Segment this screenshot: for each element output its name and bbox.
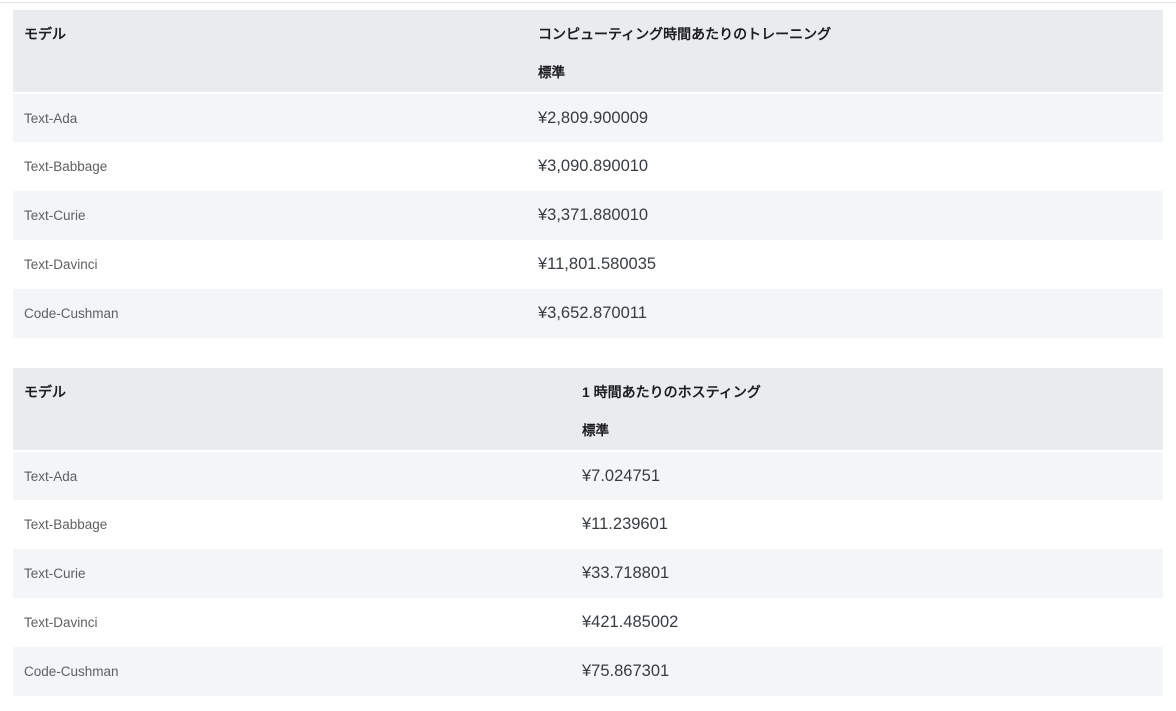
price-cell: ¥33.718801: [571, 549, 1163, 598]
training-table-header: モデル コンピューティング時間あたりのトレーニング 標準: [13, 10, 1163, 94]
table-row: Code-Cushman ¥3,652.870011: [13, 289, 1163, 338]
price-cell: ¥75.867301: [571, 647, 1163, 696]
price-cell: ¥2,809.900009: [527, 93, 1163, 142]
hosting-table-body: Text-Ada ¥7.024751 Text-Babbage ¥11.239601 T…: [13, 451, 1163, 696]
model-cell: Text-Babbage: [13, 142, 527, 191]
table-row: Text-Babbage ¥3,090.890010: [13, 142, 1163, 191]
model-cell: Text-Curie: [13, 549, 571, 598]
hosting-price-column-label: 1 時間あたりのホスティング: [582, 384, 761, 400]
table-row: Text-Davinci ¥11,801.580035: [13, 240, 1163, 289]
training-price-column-label: コンピューティング時間あたりのトレーニング: [538, 26, 832, 42]
header-row: モデル 1 時間あたりのホスティング 標準: [13, 368, 1163, 452]
training-price-column-header: コンピューティング時間あたりのトレーニング 標準: [527, 10, 1163, 94]
model-cell: Text-Ada: [13, 451, 571, 500]
hosting-price-column-header: 1 時間あたりのホスティング 標準: [571, 368, 1163, 452]
table-row: Text-Babbage ¥11.239601: [13, 500, 1163, 549]
table-row: Text-Curie ¥3,371.880010: [13, 191, 1163, 240]
model-cell: Text-Davinci: [13, 240, 527, 289]
model-cell: Code-Cushman: [13, 647, 571, 696]
model-cell: Code-Cushman: [13, 289, 527, 338]
top-divider: [0, 2, 1176, 3]
model-column-header: モデル: [13, 10, 527, 94]
model-column-label: モデル: [24, 384, 66, 400]
model-column-header: モデル: [13, 368, 571, 452]
training-table-body: Text-Ada ¥2,809.900009 Text-Babbage ¥3,090.…: [13, 93, 1163, 338]
price-cell: ¥421.485002: [571, 598, 1163, 647]
price-cell: ¥11,801.580035: [527, 240, 1163, 289]
header-row: モデル コンピューティング時間あたりのトレーニング 標準: [13, 10, 1163, 94]
model-cell: Text-Ada: [13, 93, 527, 142]
training-price-table: モデル コンピューティング時間あたりのトレーニング 標準 Text-Ada ¥2,…: [13, 10, 1163, 338]
model-column-label: モデル: [24, 26, 66, 42]
model-cell: Text-Curie: [13, 191, 527, 240]
table-row: Text-Curie ¥33.718801: [13, 549, 1163, 598]
hosting-price-table: モデル 1 時間あたりのホスティング 標準 Text-Ada ¥7.024751 T…: [13, 368, 1163, 696]
table-row: Code-Cushman ¥75.867301: [13, 647, 1163, 696]
price-cell: ¥7.024751: [571, 451, 1163, 500]
price-cell: ¥3,652.870011: [527, 289, 1163, 338]
table-row: Text-Ada ¥7.024751: [13, 451, 1163, 500]
price-cell: ¥3,090.890010: [527, 142, 1163, 191]
table-row: Text-Ada ¥2,809.900009: [13, 93, 1163, 142]
table-row: Text-Davinci ¥421.485002: [13, 598, 1163, 647]
standard-tier-label: 標準: [582, 423, 609, 438]
price-cell: ¥3,371.880010: [527, 191, 1163, 240]
hosting-table-header: モデル 1 時間あたりのホスティング 標準: [13, 368, 1163, 452]
standard-tier-label: 標準: [538, 65, 565, 80]
model-cell: Text-Davinci: [13, 598, 571, 647]
model-cell: Text-Babbage: [13, 500, 571, 549]
price-cell: ¥11.239601: [571, 500, 1163, 549]
